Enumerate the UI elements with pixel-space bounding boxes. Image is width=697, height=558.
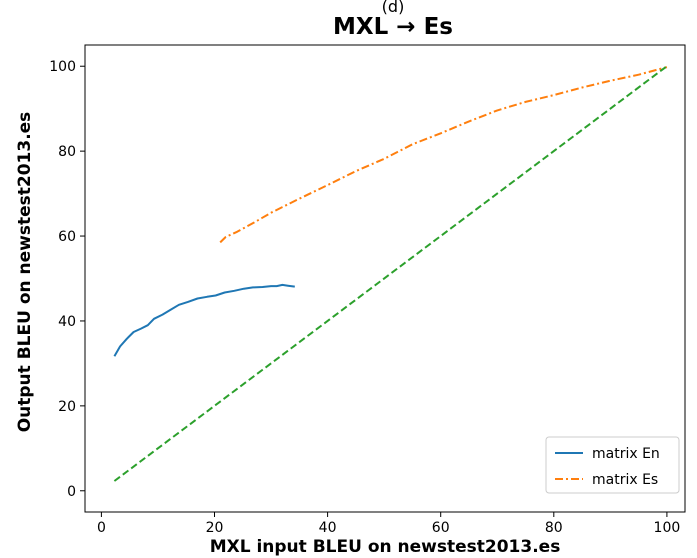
x-tick-label: 20 (206, 520, 224, 536)
chart-title: MXL → Es (333, 14, 453, 40)
x-axis-ticks: 0 20 40 60 80 100 (97, 512, 680, 536)
legend-label-matrix-en: matrix En (592, 446, 660, 462)
y-tick-label: 100 (49, 59, 76, 75)
x-tick-label: 60 (432, 520, 450, 536)
chart-subtitle: (d) (382, 0, 405, 16)
y-tick-label: 20 (58, 399, 76, 415)
legend-label-matrix-es: matrix Es (592, 472, 658, 488)
x-tick-label: 100 (654, 520, 681, 536)
x-tick-label: 0 (97, 520, 106, 536)
legend: matrix En matrix Es (545, 436, 680, 494)
y-axis-ticks: 0 20 40 60 80 100 (49, 59, 85, 500)
x-tick-label: 80 (545, 520, 563, 536)
series-line-matrix-es (219, 66, 668, 244)
y-axis-label: Output BLEU on newstest2013.es (15, 112, 35, 433)
series-line-diagonal-reference (113, 65, 668, 482)
y-tick-label: 0 (67, 484, 76, 500)
legend-box (545, 436, 680, 494)
x-tick-label: 40 (319, 520, 337, 536)
y-tick-label: 40 (58, 314, 76, 330)
series-layer (113, 65, 668, 482)
series-line-matrix-en (113, 283, 295, 357)
x-axis-label: MXL input BLEU on newstest2013.es (210, 537, 561, 557)
y-tick-label: 80 (58, 144, 76, 160)
plot-frame (84, 44, 686, 513)
y-tick-label: 60 (58, 229, 76, 245)
